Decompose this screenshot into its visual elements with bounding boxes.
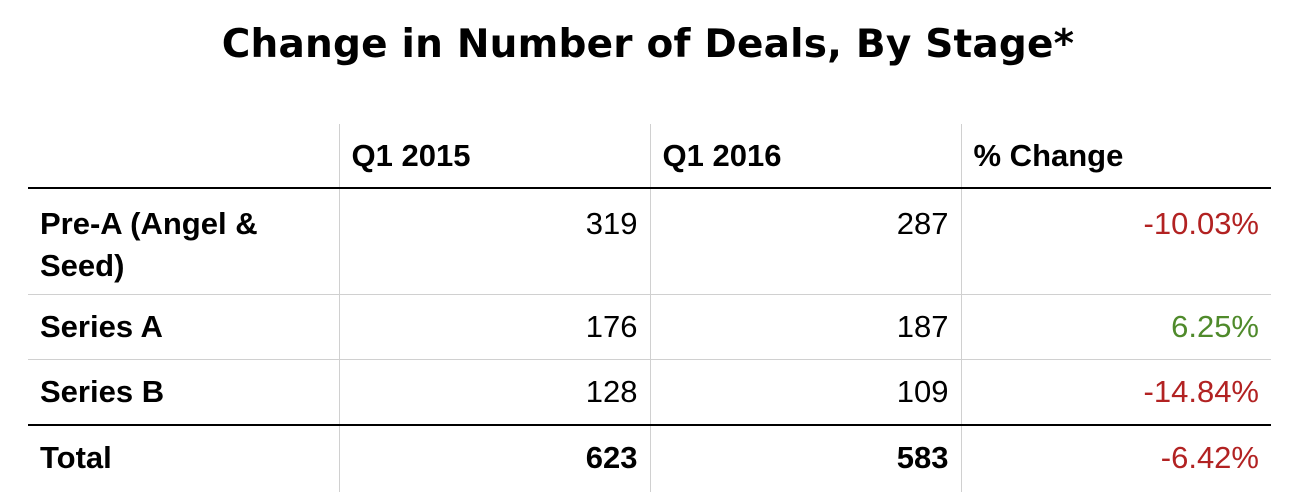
row-label-pre-a: Pre-A (Angel & Seed) (28, 188, 339, 295)
cell-series-b-pct-change: -14.84% (960, 359, 1271, 426)
row-label-series-a: Series A (28, 294, 339, 360)
header-q1-2015: Q1 2015 (338, 124, 650, 189)
header-pct-change: % Change (960, 124, 1271, 189)
cell-total-pct-change: -6.42% (960, 424, 1271, 492)
table-row-series-b: Series B 128 109 -14.84% (28, 359, 1271, 426)
header-q1-2016: Q1 2016 (649, 124, 961, 189)
table-row-series-a: Series A 176 187 6.25% (28, 294, 1271, 360)
deals-table: Q1 2015 Q1 2016 % Change Pre-A (Angel & … (28, 124, 1271, 492)
row-label-series-b: Series B (28, 359, 339, 426)
header-stage (28, 124, 339, 189)
cell-pre-a-q1-2016: 287 (649, 188, 961, 295)
cell-total-q1-2016: 583 (649, 424, 961, 492)
chart-title: Change in Number of Deals, By Stage* (221, 22, 1075, 67)
table-header-row: Q1 2015 Q1 2016 % Change (28, 124, 1271, 189)
table-row-total: Total 623 583 -6.42% (28, 424, 1271, 492)
row-label-total: Total (40, 439, 112, 475)
cell-total-q1-2015: 623 (338, 424, 650, 492)
cell-series-a-q1-2016: 187 (649, 294, 961, 360)
cell-series-a-q1-2015: 176 (338, 294, 650, 360)
cell-series-a-pct-change: 6.25% (960, 294, 1271, 360)
cell-series-b-q1-2015: 128 (338, 359, 650, 426)
cell-pre-a-pct-change: -10.03% (960, 188, 1271, 295)
cell-pre-a-q1-2015: 319 (338, 188, 650, 295)
cell-series-b-q1-2016: 109 (649, 359, 961, 426)
table-row-pre-a: Pre-A (Angel & Seed) 319 287 -10.03% (28, 188, 1271, 295)
